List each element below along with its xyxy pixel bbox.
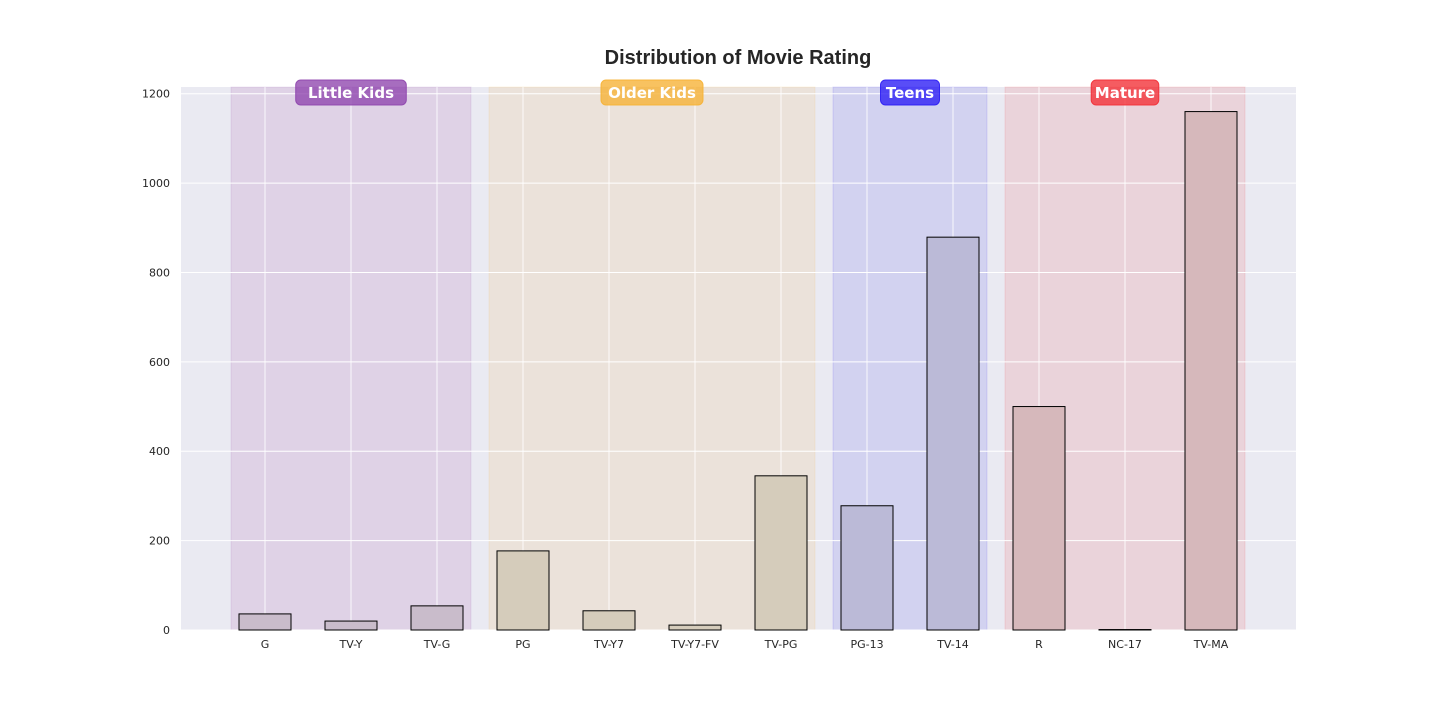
group-label-mature: Mature (1090, 79, 1160, 106)
chart-title: Distribution of Movie Rating (605, 47, 872, 69)
x-tick-label: TV-MA (1193, 638, 1229, 651)
bar-pg-13 (840, 505, 894, 631)
bar-tv-ma (1184, 111, 1238, 631)
y-tick-label: 1200 (142, 88, 170, 101)
group-label-little-kids: Little Kids (295, 79, 407, 106)
bar-tv-y7-fv (668, 624, 722, 631)
group-label-teens: Teens (880, 79, 940, 106)
bar-r (1012, 406, 1066, 631)
group-label-pill (295, 79, 407, 106)
bars (238, 111, 1238, 631)
group-label-older-kids: Older Kids (600, 79, 704, 106)
x-tick-label: PG (515, 638, 530, 651)
bar-tv-y7 (582, 610, 636, 631)
x-tick-label: NC-17 (1108, 638, 1142, 651)
y-tick-label: 1000 (142, 177, 170, 190)
y-tick-label: 800 (149, 266, 170, 279)
bar-tv-y (324, 620, 378, 631)
group-bands (230, 86, 1246, 631)
bar-tv-pg (754, 475, 808, 631)
x-tick-label: TV-PG (764, 638, 798, 651)
x-tick-label: TV-Y7-FV (670, 638, 719, 651)
x-tick-label: TV-G (423, 638, 451, 651)
x-tick-labels: G TV-Y TV-G PG TV-Y7 TV-Y7-FV TV-PG PG-13 TV-14 R… (261, 638, 1229, 651)
x-tick-label: R (1035, 638, 1043, 651)
x-tick-label: TV-14 (936, 638, 969, 651)
y-tick-label: 0 (163, 624, 170, 637)
x-tick-label: TV-Y (339, 638, 363, 651)
group-label-pill (880, 79, 940, 106)
x-tick-label: TV-Y7 (593, 638, 624, 651)
bar-tv-14 (926, 236, 980, 631)
group-labels: Little Kids Older Kids Teens Mature (295, 79, 1160, 106)
y-tick-label: 200 (149, 535, 170, 548)
bar-pg (496, 550, 550, 631)
group-label-text: Little Kids (308, 84, 394, 102)
y-tick-label: 400 (149, 445, 170, 458)
group-label-text: Mature (1095, 84, 1155, 102)
x-tick-label: PG-13 (850, 638, 883, 651)
y-tick-label: 600 (149, 356, 170, 369)
group-label-text: Teens (886, 84, 934, 102)
group-label-pill (1090, 79, 1160, 106)
x-tick-label: G (261, 638, 270, 651)
group-label-pill (600, 79, 704, 106)
bar-tv-g (410, 605, 464, 631)
group-label-text: Older Kids (608, 84, 696, 102)
bar-g (238, 613, 292, 631)
y-tick-labels: 0 200 400 600 800 1000 1200 (142, 88, 170, 637)
